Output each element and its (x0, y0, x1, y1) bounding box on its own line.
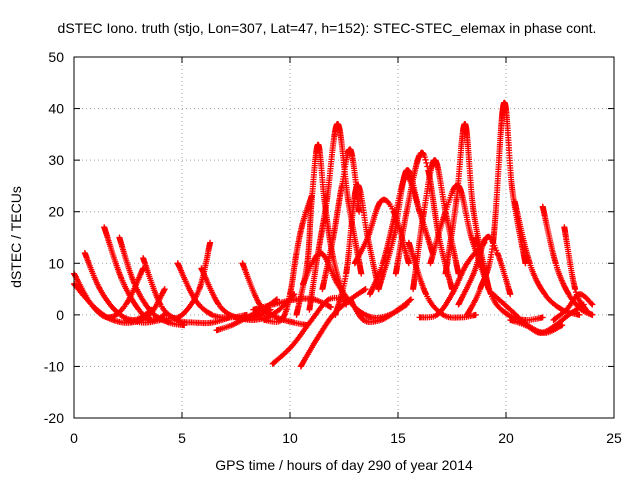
y-tick-label: -20 (44, 410, 64, 426)
x-tick-label: 5 (178, 430, 186, 446)
plot-frame (73, 56, 615, 419)
y-axis-label: dSTEC / TECUs (8, 186, 24, 288)
series-4 (101, 224, 168, 324)
series-40 (550, 291, 596, 323)
series-markers (550, 291, 596, 323)
series-18 (306, 121, 365, 313)
series-23 (347, 296, 414, 325)
series-32 (455, 233, 514, 308)
series-markers (490, 291, 566, 336)
x-tick-label: 25 (606, 430, 622, 446)
x-tick-label: 15 (390, 430, 406, 446)
series-7 (140, 255, 233, 327)
series-12 (239, 260, 311, 329)
series-markers (455, 233, 514, 308)
axis-ticks: 0 5 10 15 20 25 -20 -10 0 10 20 30 40 50 (44, 49, 622, 446)
data-series (71, 99, 596, 370)
x-tick-label: 20 (498, 430, 514, 446)
y-tick-label: 0 (56, 307, 64, 323)
y-tick-label: 50 (48, 49, 64, 65)
series-39 (561, 224, 596, 318)
series-markers (140, 255, 233, 327)
x-tick-label: 0 (70, 430, 78, 446)
series-markers (269, 294, 350, 367)
series-14 (269, 294, 350, 367)
series-30 (427, 182, 492, 293)
y-tick-label: 20 (48, 204, 64, 220)
series-35 (490, 291, 566, 336)
y-tick-label: 30 (48, 152, 64, 168)
x-tick-label: 10 (282, 430, 298, 446)
series-markers (306, 121, 365, 313)
grid-lines (74, 57, 614, 418)
chart-title: dSTEC Iono. truth (stjo, Lon=307, Lat=47… (58, 20, 597, 36)
series-markers (261, 193, 315, 325)
series-markers (427, 182, 492, 293)
series-16 (261, 193, 315, 325)
y-tick-label: 10 (48, 255, 64, 271)
y-tick-label: 40 (48, 101, 64, 117)
series-markers (511, 198, 583, 318)
series-markers (347, 296, 414, 325)
series-markers (239, 260, 311, 329)
x-axis-label: GPS time / hours of day 290 of year 2014 (215, 457, 473, 473)
y-tick-label: -10 (44, 358, 64, 374)
series-markers (561, 224, 596, 318)
series-37 (511, 198, 583, 318)
series-markers (101, 224, 168, 324)
